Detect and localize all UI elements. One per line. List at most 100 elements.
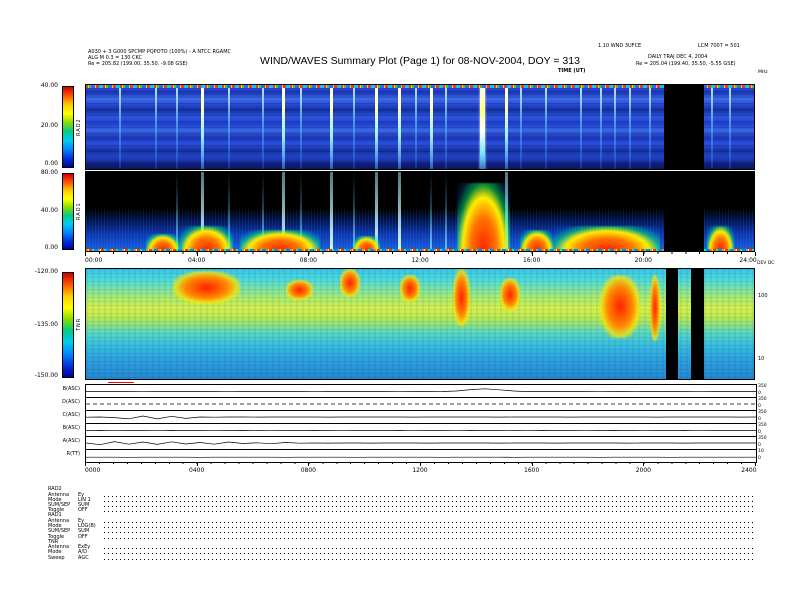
axis-tick-label: 08:00 [300,257,317,264]
radio-burst-streak [262,85,264,169]
strip-label: R(TT) [36,452,80,457]
data-gap [691,269,704,379]
colorbar-tick-label: -120.00 [26,269,58,275]
strip-row [86,411,756,424]
radio-burst-streak [330,172,333,251]
strip-right-tick-label: 350 [758,436,767,441]
axis-tick-label: 1600 [524,467,539,474]
strip-right-tick-label: 350 [758,423,767,428]
strip-right-tick-label: 10 [758,449,764,454]
strip-row [86,398,756,411]
legend-dotted-leader [104,548,756,549]
strip-right-tick-label: 0 [758,404,761,409]
axis-tick-label: 0000 [85,467,100,474]
data-gap [664,172,703,251]
radio-burst-streak [629,85,631,169]
legend-dotted-leader [104,538,756,539]
axis-tick-label: 24:00 [739,257,756,264]
legend-value: OFF [78,508,104,513]
strip-row [86,450,756,463]
legend-dotted-leader [104,532,756,533]
radio-burst-streak [600,85,602,169]
emission-blob [650,275,660,341]
major-radio-burst-streak [480,85,485,169]
radio-burst-streak [353,85,355,169]
radio-burst-streak [415,85,417,169]
tnr-panel-label: TNR [76,268,84,380]
strip-right-tick-label: 350 [758,410,767,415]
radio-burst-streak [505,85,508,169]
legend-dotted-leader [104,527,756,528]
corner-annotation: DEV DC [757,261,774,266]
data-gap [664,85,703,169]
radio-burst-streak [649,85,651,169]
time-axis-mid: 00:0004:0008:0012:0016:0020:0024:00 [85,252,755,266]
strip-trace [86,398,756,410]
axis-tick-label: 0800 [301,467,316,474]
radio-burst-streak [398,85,401,169]
emission-blob [554,226,661,250]
emission-blob [353,236,380,250]
strip-charts [85,384,757,463]
legend-dotted-leader [104,496,756,497]
colorbar-tick-label: -135.00 [26,322,58,328]
radio-burst-streak [614,85,616,169]
emission-blob [707,226,734,250]
strip-trace [86,424,756,436]
colorbar-tick-label: -150.00 [26,373,58,379]
radio-burst-streak [430,172,432,251]
emission-blob [240,230,320,250]
radio-burst-streak [545,85,547,169]
axis-tick [643,252,644,256]
colorbar-tick-label: 40.00 [26,83,58,89]
strip-right-tick-label: 0 [758,430,761,435]
header-right-line-1b: LCM 7007 = 501 [698,43,740,49]
radio-burst-streak [445,172,447,251]
radio-burst-streak [155,85,157,169]
axis-tick-label: 16:00 [523,257,540,264]
emission-blob [520,230,553,250]
legend-dotted-leader [104,522,756,523]
colorbar-tick-label: 40.00 [26,208,58,214]
axis-tick [755,252,756,256]
colorbar-tick-label: 20.00 [26,123,58,129]
axis-tick [420,252,421,256]
rad2-spectrogram [85,84,755,170]
tnr-colorbar [62,272,74,378]
emission-blob [146,234,179,250]
strip-row [86,437,756,450]
strip-label: D(ASC) [36,400,80,405]
colorbar-tick-label: 0.00 [26,245,58,251]
strip-right-tick-label: 0 [758,391,761,396]
emission-blob [340,269,360,297]
axis-tick [85,252,86,256]
axis-tick [197,252,198,256]
strip-label: A(ASC) [36,439,80,444]
legend-dotted-leader [104,501,756,502]
axis-tick [308,252,309,256]
strip-right-tick-label: 0 [758,456,761,461]
legend-dotted-leader [104,553,756,554]
strip-trace [86,450,756,462]
strip-row [86,385,756,398]
radio-burst-streak [330,85,333,169]
legend-value: OFF [78,535,104,540]
colorbar-tick-label: 80.00 [26,170,58,176]
legend-dotted-leader [104,506,756,507]
radio-burst-streak [398,172,401,251]
strip-trace [86,385,756,397]
rad2-panel-label: RAD2 [76,84,84,170]
tnr-right-tick-label: 100 [758,293,768,299]
radio-burst-streak [729,85,731,169]
tnr-spectrogram [85,268,755,380]
emission-blob [600,275,640,339]
strip-right-tick-label: 0 [758,443,761,448]
right-unit-label: MHz [758,70,768,75]
strip-label: C(ASC) [36,413,80,418]
axis-tick-label: 04:00 [188,257,205,264]
axis-tick-label: 1200 [412,467,427,474]
emission-blob [500,278,520,311]
radio-burst-streak [228,85,230,169]
strip-label: B(ASC) [36,426,80,431]
axis-tick-label: 0400 [189,467,204,474]
